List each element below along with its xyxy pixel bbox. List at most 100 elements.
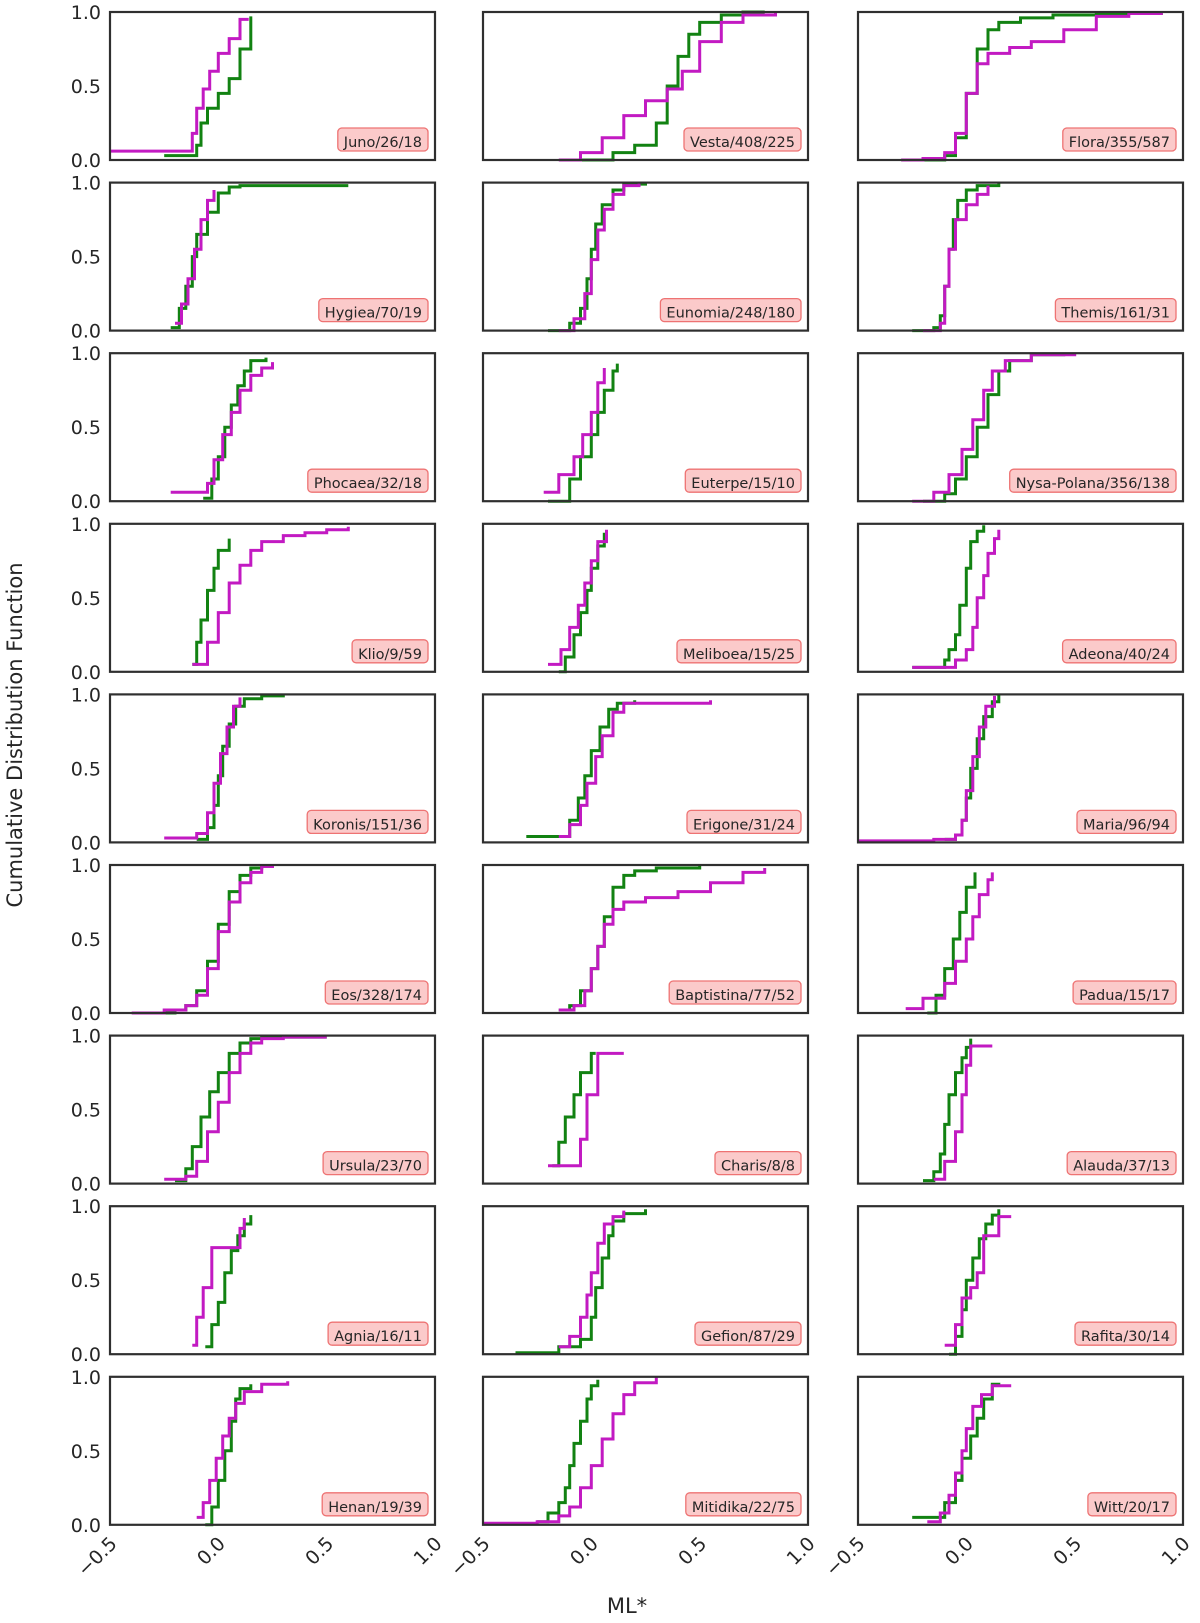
panel: Alauda/37/13	[856, 1034, 1185, 1185]
cdf-line-magenta	[944, 1215, 1012, 1347]
panel-frame	[481, 181, 810, 332]
y-tick-label: 0.5	[71, 1100, 101, 1122]
cdf-line-green	[175, 1035, 327, 1183]
cdf-line-green	[196, 694, 285, 841]
cdf-line-magenta	[558, 1210, 626, 1349]
x-tick-label: 1.0	[783, 1533, 820, 1570]
panel-frame	[108, 693, 437, 844]
y-tick-label: 0.0	[71, 1003, 101, 1025]
panel-label-text: Themis/161/31	[1060, 306, 1170, 322]
panel: Koronis/151/36 0.0 0.5 1.0	[71, 684, 437, 854]
panel-label-box	[1062, 127, 1177, 152]
series-group	[912, 1382, 1012, 1524]
panel-label: Euterpe/15/10	[684, 468, 802, 493]
panel-label: Charis/8/8	[714, 1150, 802, 1176]
cdf-line-magenta	[131, 865, 274, 1015]
panel-label-box	[351, 639, 429, 664]
series-group	[170, 357, 274, 500]
panel-label: Baptistina/77/52	[668, 980, 802, 1005]
cdf-line-magenta	[558, 868, 767, 1012]
panel-label: Erigone/31/24	[686, 809, 802, 835]
y-tick-label: 0.0	[71, 832, 101, 854]
panel-label-box	[324, 980, 429, 1005]
cdf-line-green	[949, 1209, 1001, 1356]
panel-label-text: Charis/8/8	[721, 1159, 795, 1175]
panel-label: Eos/328/174	[324, 980, 429, 1005]
panel-label: Adeona/40/24	[1061, 639, 1177, 664]
panel-label-text: Juno/26/18	[343, 135, 422, 151]
panel: Witt/20/17 −0.5 0.0 0.5 1.0	[821, 1375, 1195, 1581]
y-tick-label: 0.0	[71, 662, 101, 684]
x-axis-title: ML*	[607, 1594, 647, 1618]
panel-label-text: Padua/15/17	[1079, 988, 1170, 1004]
cdf-line-magenta	[912, 529, 1001, 669]
cdf-line-magenta	[483, 1376, 658, 1525]
cdf-line-magenta	[175, 190, 216, 325]
y-tick-label: 0.0	[71, 1174, 101, 1196]
series-group	[858, 694, 1001, 843]
panel-label: Ursula/23/70	[322, 1150, 429, 1176]
panel-frame	[108, 1375, 437, 1526]
x-tick-label: 1.0	[1158, 1533, 1195, 1570]
panel-label-text: Eos/328/174	[331, 988, 422, 1004]
cdf-line-magenta	[164, 697, 242, 840]
panel: Adeona/40/24	[856, 522, 1185, 673]
series-group	[110, 16, 253, 158]
panel-label-box	[683, 127, 802, 152]
panel: Themis/161/31	[856, 181, 1185, 333]
y-tick-label: 0.0	[71, 491, 101, 513]
panel: Flora/355/587	[856, 10, 1185, 162]
panel: Rafita/30/14	[856, 1205, 1185, 1356]
panel-label: Flora/355/587	[1062, 127, 1177, 152]
panel-label: Meliboea/15/25	[676, 639, 802, 664]
x-tick-label: 0.5	[301, 1533, 338, 1570]
panel-frame	[108, 352, 437, 503]
series-group	[483, 1376, 658, 1525]
panel-label-text: Phocaea/32/18	[314, 476, 422, 492]
panel-label-text: Euterpe/15/10	[691, 476, 795, 492]
y-tick-label: 1.0	[71, 684, 101, 706]
panel-label-text: Ursula/23/70	[329, 1159, 422, 1175]
x-tick-label: 0.5	[674, 1533, 711, 1570]
panel-label-box	[694, 1321, 802, 1346]
panel: Maria/96/94	[856, 693, 1185, 844]
x-tick-label: 0.0	[566, 1533, 603, 1570]
cdf-line-magenta	[558, 700, 712, 838]
cdf-line-green	[912, 525, 986, 669]
panel-label: Eunomia/248/180	[659, 297, 802, 323]
series-group	[944, 1209, 1012, 1356]
x-tick-label: 0.0	[941, 1533, 978, 1570]
panel-label-text: Agnia/16/11	[334, 1329, 422, 1345]
panel-label: Klio/9/59	[351, 639, 429, 664]
panel-frame	[481, 863, 810, 1015]
series-group	[170, 184, 349, 330]
panel-label: Maria/96/94	[1076, 809, 1177, 835]
series-group	[558, 865, 767, 1012]
panel-label-text: Alauda/37/13	[1073, 1159, 1170, 1175]
series-group	[905, 872, 994, 1015]
y-tick-label: 1.0	[71, 1196, 101, 1218]
cdf-line-green	[205, 1384, 253, 1527]
cdf-line-magenta	[558, 12, 777, 162]
panel-label-text: Nysa-Polana/356/138	[1016, 476, 1170, 492]
panel: Nysa-Polana/356/138	[856, 352, 1185, 503]
series-group	[548, 529, 608, 674]
panel-frame	[856, 1034, 1185, 1185]
panel: Ursula/23/70 0.0 0.5 1.0	[71, 1026, 437, 1196]
cdf-line-magenta	[901, 12, 1163, 162]
panel-label: Juno/26/18	[337, 127, 429, 152]
panel-label-text: Rafita/30/14	[1081, 1329, 1170, 1345]
y-tick-label: 0.0	[71, 150, 101, 172]
panel-label-text: Baptistina/77/52	[675, 988, 795, 1004]
panel-frame	[108, 181, 437, 332]
panel-label-text: Gefion/87/29	[701, 1329, 795, 1345]
panel-label-text: Koronis/151/36	[313, 817, 422, 833]
panel-frame	[481, 10, 810, 162]
cdf-line-green	[912, 182, 1001, 333]
y-tick-label: 0.5	[71, 417, 101, 439]
panel: Henan/19/390.00.51.0−0.5 0.0 0.5 1.0	[71, 1367, 447, 1581]
series-group	[192, 526, 350, 666]
y-tick-label: 0.5	[71, 588, 101, 610]
x-tick-label: 1.0	[410, 1533, 447, 1570]
cdf-line-magenta	[558, 182, 641, 333]
